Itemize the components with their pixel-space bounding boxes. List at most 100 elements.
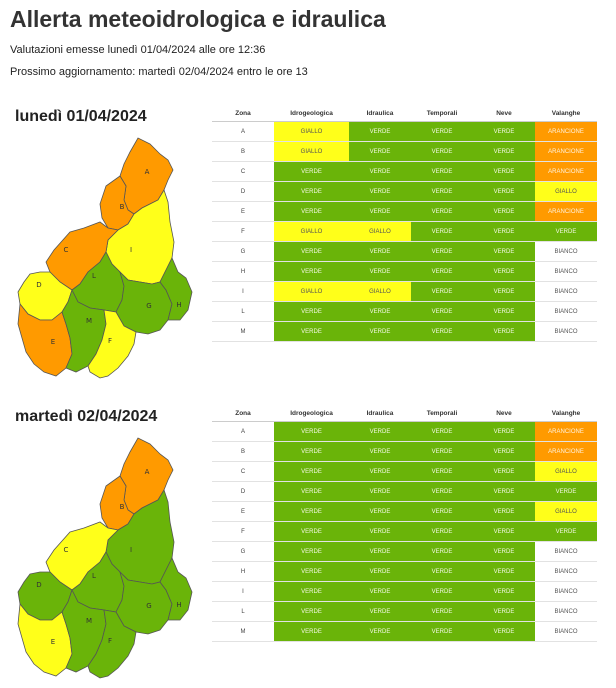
alert-level-cell: GIALLO bbox=[535, 501, 597, 522]
alert-level-cell: VERDE bbox=[411, 301, 473, 322]
alert-level-cell: VERDE bbox=[274, 181, 349, 202]
alert-level-cell: VERDE bbox=[274, 621, 349, 642]
alert-level-cell: VERDE bbox=[411, 541, 473, 562]
map-zone-label-m: M bbox=[86, 317, 92, 325]
alert-level-cell: VERDE bbox=[274, 581, 349, 602]
alert-level-cell: GIALLO bbox=[274, 141, 349, 162]
piedmont-map-day-1: A B I C D E L M G H F bbox=[17, 137, 193, 379]
map-zone-label-i: I bbox=[130, 546, 132, 554]
map-zone-label-l: L bbox=[92, 272, 96, 280]
alert-level-cell: VERDE bbox=[349, 441, 411, 462]
alert-level-cell: VERDE bbox=[473, 481, 535, 502]
map-zone-label-g: G bbox=[146, 302, 151, 310]
alert-level-cell: VERDE bbox=[274, 481, 349, 502]
table-row: C VERDE VERDE VERDE VERDE ARANCIONE bbox=[212, 161, 597, 182]
map-zone-label-b: B bbox=[120, 203, 125, 211]
map-zone-label-f: F bbox=[108, 337, 112, 345]
alert-level-cell: VERDE bbox=[473, 581, 535, 602]
zone-cell: I bbox=[212, 281, 274, 302]
table-row: A GIALLO VERDE VERDE VERDE ARANCIONE bbox=[212, 121, 597, 142]
column-header-idrogeologica: Idrogeologica bbox=[274, 106, 349, 122]
alert-level-cell: VERDE bbox=[411, 521, 473, 542]
table-row: E VERDE VERDE VERDE VERDE ARANCIONE bbox=[212, 201, 597, 222]
column-header-zona: Zona bbox=[212, 106, 274, 122]
map-zone-f bbox=[87, 309, 137, 379]
next-update-text: Prossimo aggiornamento: martedì 02/04/20… bbox=[10, 66, 308, 78]
alert-level-cell: VERDE bbox=[411, 601, 473, 622]
map-zone-h bbox=[159, 257, 193, 321]
alert-level-cell: ARANCIONE bbox=[535, 161, 597, 182]
alert-level-cell: VERDE bbox=[274, 201, 349, 222]
table-row: M VERDE VERDE VERDE VERDE BIANCO bbox=[212, 621, 597, 642]
table-row: H VERDE VERDE VERDE VERDE BIANCO bbox=[212, 261, 597, 282]
alert-level-cell: VERDE bbox=[411, 121, 473, 142]
alert-level-cell: VERDE bbox=[349, 261, 411, 282]
alert-table-day-2: Zona Idrogeologica Idraulica Temporali Neve V… bbox=[212, 406, 597, 642]
map-zone-f bbox=[87, 609, 137, 679]
map-zone-label-a: A bbox=[145, 468, 150, 476]
column-header-neve: Neve bbox=[473, 406, 535, 422]
alert-level-cell: BIANCO bbox=[535, 541, 597, 562]
alert-level-cell: VERDE bbox=[473, 241, 535, 262]
alert-level-cell: VERDE bbox=[349, 241, 411, 262]
alert-level-cell: VERDE bbox=[411, 281, 473, 302]
alert-level-cell: VERDE bbox=[349, 481, 411, 502]
column-header-valanghe: Valanghe bbox=[535, 106, 597, 122]
table-row: F VERDE VERDE VERDE VERDE VERDE bbox=[212, 521, 597, 542]
zone-cell: B bbox=[212, 441, 274, 462]
table-row: M VERDE VERDE VERDE VERDE BIANCO bbox=[212, 321, 597, 342]
alert-level-cell: ARANCIONE bbox=[535, 421, 597, 442]
alert-level-cell: VERDE bbox=[473, 541, 535, 562]
alert-level-cell: VERDE bbox=[473, 421, 535, 442]
zone-cell: H bbox=[212, 261, 274, 282]
day-title-2: martedì 02/04/2024 bbox=[15, 408, 158, 425]
zone-cell: F bbox=[212, 521, 274, 542]
alert-level-cell: VERDE bbox=[535, 521, 597, 542]
alert-level-cell: BIANCO bbox=[535, 561, 597, 582]
zone-cell: D bbox=[212, 481, 274, 502]
alert-level-cell: GIALLO bbox=[349, 281, 411, 302]
alert-level-cell: GIALLO bbox=[274, 121, 349, 142]
alert-level-cell: GIALLO bbox=[535, 181, 597, 202]
table-row: B GIALLO VERDE VERDE VERDE ARANCIONE bbox=[212, 141, 597, 162]
table-row: G VERDE VERDE VERDE VERDE BIANCO bbox=[212, 541, 597, 562]
alert-level-cell: VERDE bbox=[349, 321, 411, 342]
alert-level-cell: VERDE bbox=[349, 141, 411, 162]
alert-level-cell: VERDE bbox=[274, 261, 349, 282]
alert-level-cell: GIALLO bbox=[274, 221, 349, 242]
alert-level-cell: VERDE bbox=[411, 221, 473, 242]
map-zone-label-i: I bbox=[130, 246, 132, 254]
alert-level-cell: VERDE bbox=[349, 301, 411, 322]
zone-cell: A bbox=[212, 121, 274, 142]
map-zone-label-h: H bbox=[176, 301, 181, 309]
alert-level-cell: VERDE bbox=[274, 321, 349, 342]
alert-level-cell: VERDE bbox=[411, 441, 473, 462]
alert-level-cell: VERDE bbox=[411, 461, 473, 482]
table-row: F GIALLO GIALLO VERDE VERDE VERDE bbox=[212, 221, 597, 242]
alert-level-cell: VERDE bbox=[349, 181, 411, 202]
map-zone-label-d: D bbox=[36, 581, 41, 589]
zone-cell: D bbox=[212, 181, 274, 202]
table-row: A VERDE VERDE VERDE VERDE ARANCIONE bbox=[212, 421, 597, 442]
column-header-idrogeologica: Idrogeologica bbox=[274, 406, 349, 422]
zone-cell: G bbox=[212, 541, 274, 562]
zone-cell: I bbox=[212, 581, 274, 602]
alert-level-cell: BIANCO bbox=[535, 281, 597, 302]
table-row: L VERDE VERDE VERDE VERDE BIANCO bbox=[212, 301, 597, 322]
alert-level-cell: VERDE bbox=[473, 141, 535, 162]
alert-level-cell: VERDE bbox=[349, 121, 411, 142]
column-header-zona: Zona bbox=[212, 406, 274, 422]
alert-level-cell: VERDE bbox=[349, 421, 411, 442]
alert-level-cell: VERDE bbox=[349, 601, 411, 622]
column-header-temporali: Temporali bbox=[411, 406, 473, 422]
alert-level-cell: VERDE bbox=[411, 421, 473, 442]
zone-cell: L bbox=[212, 301, 274, 322]
alert-level-cell: VERDE bbox=[411, 321, 473, 342]
table-row: I GIALLO GIALLO VERDE VERDE BIANCO bbox=[212, 281, 597, 302]
alert-level-cell: VERDE bbox=[274, 501, 349, 522]
alert-level-cell: VERDE bbox=[349, 621, 411, 642]
alert-level-cell: VERDE bbox=[274, 301, 349, 322]
alert-level-cell: VERDE bbox=[349, 561, 411, 582]
map-zone-g bbox=[115, 570, 173, 635]
alert-level-cell: BIANCO bbox=[535, 601, 597, 622]
